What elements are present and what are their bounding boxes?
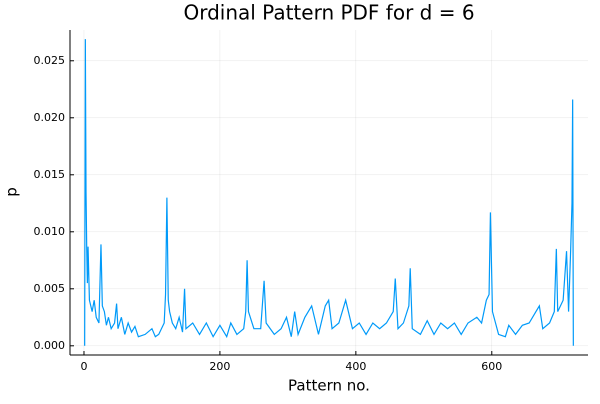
x-tick-label: 400 [345,360,366,373]
x-tick-label: 200 [209,360,230,373]
y-axis-label: p [3,187,21,197]
chart-title: Ordinal Pattern PDF for d = 6 [183,1,474,25]
y-tick-label: 0.025 [34,54,66,67]
y-tick-label: 0.015 [34,168,66,181]
y-tick-label: 0.020 [34,111,66,124]
x-axis-label: Pattern no. [288,377,370,395]
y-tick-label: 0.000 [34,339,66,352]
y-tick-label: 0.010 [34,225,66,238]
x-tick-label: 0 [80,360,87,373]
data-line [84,39,574,346]
y-tick-label: 0.005 [34,282,66,295]
x-tick-label: 600 [481,360,502,373]
